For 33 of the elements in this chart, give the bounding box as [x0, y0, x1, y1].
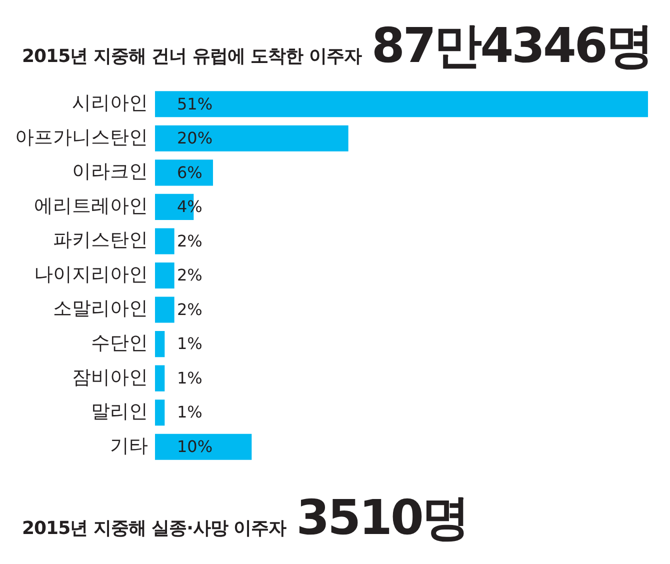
bar [155, 400, 165, 426]
bar [155, 434, 252, 460]
data-label: 2% [177, 300, 202, 319]
data-label: 2% [177, 231, 202, 250]
data-label: 1% [177, 402, 202, 422]
y-tick-label: 시리아인 [72, 92, 148, 114]
bar [155, 91, 648, 118]
data-label: 6% [177, 162, 202, 182]
y-tick-label: 수단인 [91, 332, 148, 354]
data-label: 51% [177, 94, 213, 114]
bar [155, 125, 348, 152]
bar [155, 331, 165, 358]
y-tick-label: 기타 [110, 434, 148, 457]
text: 2015년 지중해 실종·사망 이주자 3510명 [22, 489, 468, 548]
data-label: 20% [177, 128, 213, 148]
y-tick-label: 파키스탄인 [53, 229, 148, 252]
y-tick-label: 말리인 [91, 400, 148, 423]
y-tick-label: 에리트레아인 [34, 194, 148, 217]
bar [155, 228, 174, 254]
data-label: 10% [177, 437, 213, 456]
data-label: 1% [177, 334, 202, 354]
data-label: 2% [177, 266, 202, 285]
bar [155, 296, 174, 323]
y-tick-label: 소말리아인 [53, 298, 148, 320]
bar [155, 262, 174, 289]
y-tick-label: 잠비아인 [72, 366, 148, 388]
data-label: 1% [177, 368, 202, 388]
y-tick-label: 아프가니스탄인 [15, 126, 148, 148]
y-tick-label: 이라크인 [72, 160, 148, 183]
bar [155, 365, 165, 392]
bar [155, 160, 213, 186]
chart-title: 2015년 지중해 건너 유럽에 도착한 이주자 87만4346명 [22, 17, 652, 76]
y-tick-label: 나이지리아인 [34, 263, 148, 286]
